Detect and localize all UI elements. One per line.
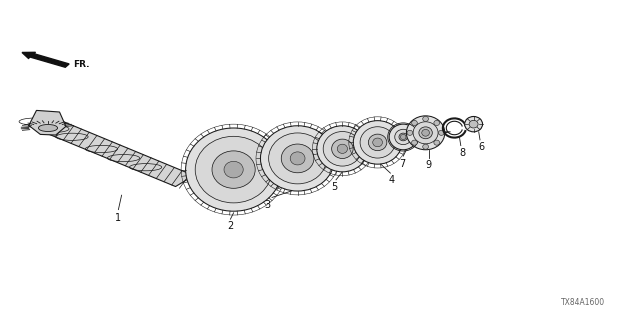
Ellipse shape xyxy=(423,116,429,122)
Ellipse shape xyxy=(406,116,445,150)
Ellipse shape xyxy=(423,144,429,149)
Polygon shape xyxy=(29,110,66,135)
Ellipse shape xyxy=(434,120,440,125)
Ellipse shape xyxy=(212,151,255,188)
Ellipse shape xyxy=(224,161,243,178)
Polygon shape xyxy=(186,167,296,170)
Ellipse shape xyxy=(195,136,272,203)
Text: 7: 7 xyxy=(399,159,406,169)
Ellipse shape xyxy=(438,130,444,135)
Text: FR.: FR. xyxy=(74,60,90,69)
Ellipse shape xyxy=(412,120,417,125)
Text: 3: 3 xyxy=(264,200,270,210)
Ellipse shape xyxy=(422,129,429,136)
Ellipse shape xyxy=(434,140,440,145)
Text: 2: 2 xyxy=(227,221,234,231)
Ellipse shape xyxy=(413,122,438,144)
Text: 9: 9 xyxy=(425,160,431,170)
FancyArrow shape xyxy=(22,52,69,67)
Polygon shape xyxy=(260,156,346,158)
Ellipse shape xyxy=(323,132,362,166)
Ellipse shape xyxy=(465,116,483,132)
Ellipse shape xyxy=(38,124,58,132)
Ellipse shape xyxy=(412,140,417,145)
Text: 6: 6 xyxy=(478,142,484,152)
Ellipse shape xyxy=(317,126,368,172)
Ellipse shape xyxy=(469,120,478,128)
Ellipse shape xyxy=(407,130,413,135)
Ellipse shape xyxy=(337,144,348,153)
Text: 1: 1 xyxy=(115,213,122,223)
Ellipse shape xyxy=(353,121,402,164)
Ellipse shape xyxy=(399,133,408,141)
Polygon shape xyxy=(389,136,420,137)
Text: 5: 5 xyxy=(332,182,338,192)
Polygon shape xyxy=(406,132,451,133)
Ellipse shape xyxy=(389,124,417,150)
Ellipse shape xyxy=(281,144,314,173)
Polygon shape xyxy=(317,147,376,149)
Polygon shape xyxy=(28,115,194,187)
Text: 8: 8 xyxy=(459,148,465,158)
Ellipse shape xyxy=(332,139,353,158)
Ellipse shape xyxy=(369,134,387,151)
Ellipse shape xyxy=(186,128,282,211)
Text: 4: 4 xyxy=(388,175,395,185)
Ellipse shape xyxy=(372,138,383,147)
Ellipse shape xyxy=(360,127,395,158)
Ellipse shape xyxy=(290,152,305,165)
Ellipse shape xyxy=(269,133,326,184)
Ellipse shape xyxy=(419,127,433,139)
Ellipse shape xyxy=(395,129,412,145)
Text: TX84A1600: TX84A1600 xyxy=(561,298,605,307)
Polygon shape xyxy=(353,141,410,142)
Ellipse shape xyxy=(401,134,406,140)
Ellipse shape xyxy=(260,126,335,191)
